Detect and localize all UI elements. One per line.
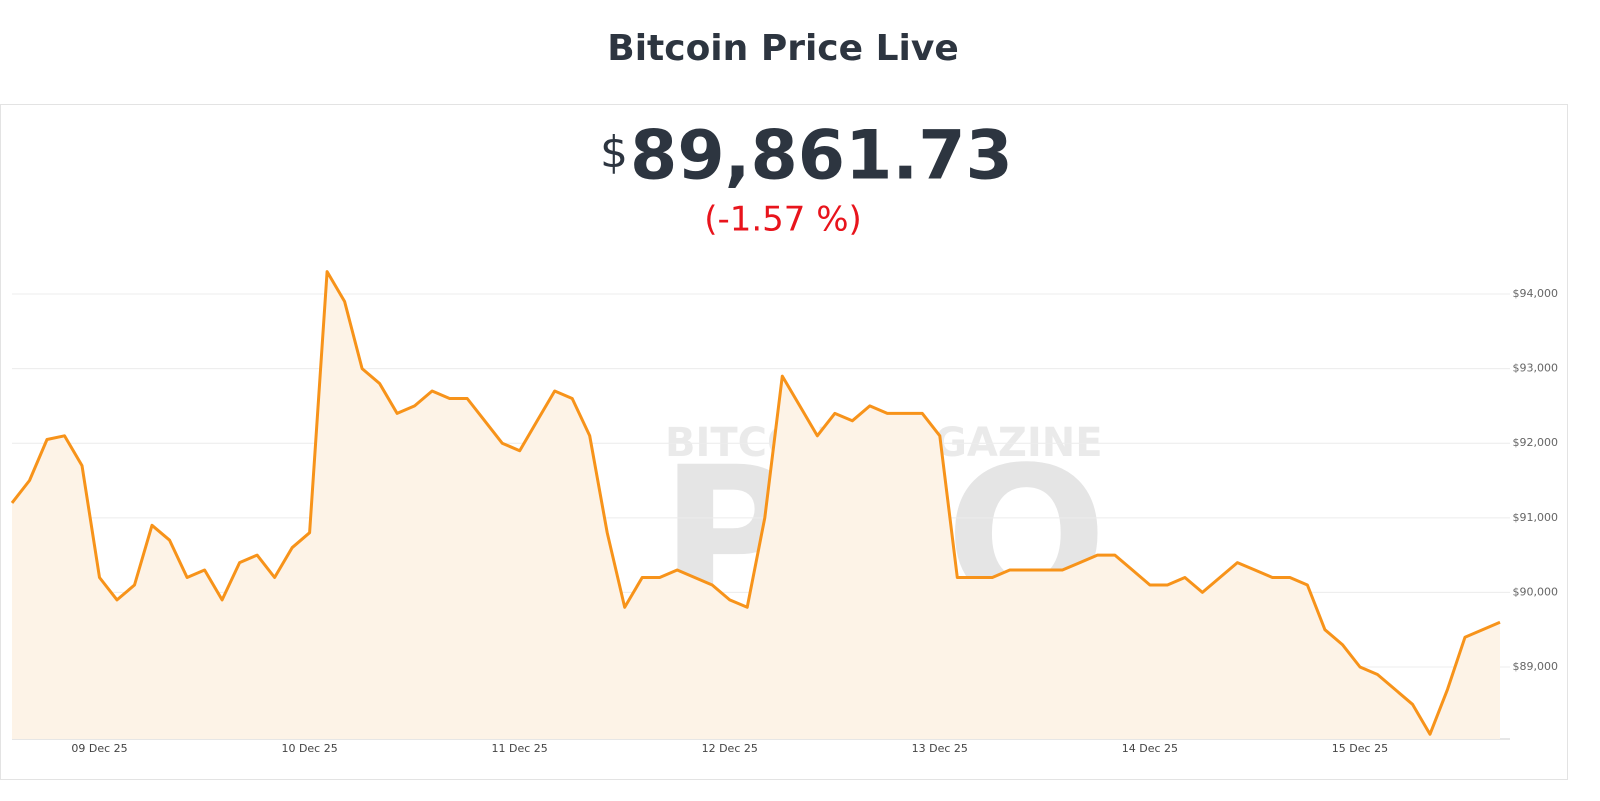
y-tick-label: $93,000	[1513, 362, 1559, 375]
y-tick-label: $90,000	[1513, 585, 1559, 598]
x-tick-label: 12 Dec 25	[702, 742, 758, 755]
price: 89,861.73	[630, 117, 1013, 196]
x-tick-label: 10 Dec 25	[281, 742, 337, 755]
y-tick-label: $91,000	[1513, 511, 1559, 524]
area	[12, 271, 1500, 739]
x-tick-label: 09 Dec 25	[71, 742, 127, 755]
y-tick-label: $92,000	[1513, 436, 1559, 449]
x-tick-label: 13 Dec 25	[912, 742, 968, 755]
x-tick-label: 14 Dec 25	[1122, 742, 1178, 755]
y-tick-label: $89,000	[1513, 660, 1559, 673]
page-title: Bitcoin Price Live	[607, 28, 959, 69]
x-tick-label: 15 Dec 25	[1332, 742, 1388, 755]
price-line	[10, 270, 1501, 736]
currency-symbol: $	[600, 127, 628, 178]
y-tick-label: $94,000	[1513, 287, 1559, 300]
price-change: (-1.57 %)	[704, 200, 862, 240]
plot: $89,000 $90,000 $91,000 $92,000 $93,000 $94,0…	[10, 270, 1559, 755]
x-tick-label: 11 Dec 25	[492, 742, 548, 755]
